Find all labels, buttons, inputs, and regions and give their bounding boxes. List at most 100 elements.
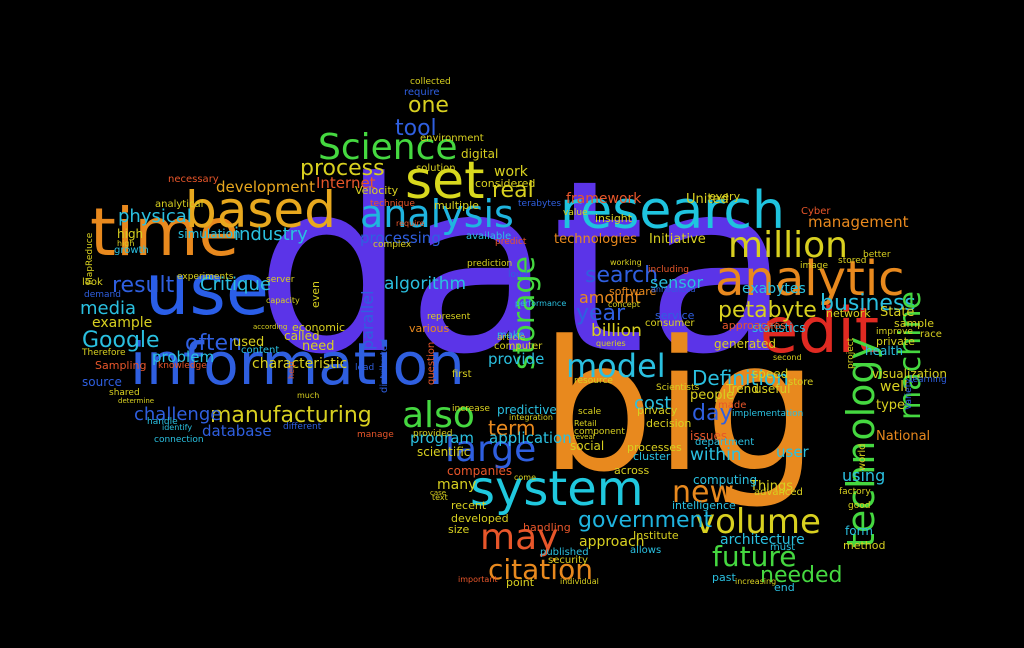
cloud-word: social — [570, 440, 604, 452]
cloud-word: insight — [595, 213, 632, 224]
cloud-word: method — [843, 540, 885, 551]
cloud-word: computer — [494, 342, 542, 352]
cloud-word: implementation — [732, 410, 803, 419]
cloud-word: environment — [420, 134, 484, 144]
cloud-word: approaches — [722, 320, 786, 331]
cloud-word: processes — [627, 442, 682, 453]
cloud-word: race — [920, 330, 942, 340]
cloud-word: better — [863, 251, 891, 260]
cloud-word: distributed — [380, 339, 390, 393]
cloud-word: require — [396, 220, 424, 228]
cloud-word: working — [610, 259, 642, 267]
cloud-word: MapReduce — [86, 233, 95, 285]
cloud-word: handle — [147, 418, 178, 427]
cloud-word: necessary — [168, 175, 219, 185]
cloud-word: resource — [574, 377, 613, 386]
cloud-word: announced — [651, 286, 695, 294]
cloud-word: allows — [630, 546, 661, 556]
cloud-word: privacy — [637, 405, 677, 416]
cloud-word: parallel — [360, 290, 376, 350]
cloud-word: solution — [416, 164, 456, 174]
cloud-word: case — [430, 490, 446, 497]
cloud-word: even — [310, 281, 321, 308]
cloud-word: speed — [752, 368, 788, 380]
cloud-word: size — [448, 524, 469, 535]
cloud-word: point — [506, 577, 534, 588]
cloud-word: source — [82, 376, 122, 388]
cloud-word: economic — [292, 322, 345, 333]
cloud-word: network — [826, 308, 871, 319]
cloud-word: provide — [488, 352, 544, 367]
cloud-word: world — [858, 443, 868, 471]
cloud-word: handling — [523, 522, 571, 533]
cloud-word: content — [241, 346, 279, 356]
cloud-word: across — [614, 465, 649, 476]
cloud-word: much — [297, 392, 319, 400]
cloud-word: make — [497, 331, 524, 341]
cloud-word: store — [788, 378, 813, 388]
cloud-word: algorithm — [384, 276, 466, 293]
cloud-word: determine — [118, 398, 154, 405]
cloud-word: server — [266, 276, 295, 285]
cloud-word: framework — [566, 192, 641, 206]
cloud-word: technologies — [554, 233, 637, 246]
cloud-word: scientific — [417, 446, 470, 458]
cloud-word: second — [773, 354, 802, 362]
cloud-word: individual — [560, 578, 599, 586]
cloud-word: type — [876, 399, 905, 412]
cloud-word: computing — [693, 474, 757, 486]
cloud-word: Therefore — [82, 349, 126, 358]
cloud-word: analytical — [155, 200, 203, 210]
cloud-word: form — [845, 525, 873, 537]
cloud-word: lead — [355, 364, 374, 373]
cloud-word: improve — [876, 328, 913, 337]
cloud-word: companies — [447, 465, 512, 477]
cloud-word: manage — [357, 431, 394, 440]
cloud-word: learning — [910, 376, 947, 385]
cloud-word: within — [690, 447, 742, 464]
cloud-word: project — [847, 338, 856, 369]
cloud-word: one — [408, 95, 449, 117]
cloud-word: considered — [475, 178, 535, 189]
cloud-word: management — [808, 215, 908, 230]
cloud-word: increasing — [735, 578, 776, 586]
cloud-word: factory — [839, 488, 871, 497]
cloud-word: terabytes — [518, 200, 561, 209]
cloud-word: important — [458, 576, 498, 584]
cloud-word: come — [514, 474, 536, 482]
cloud-word: million — [728, 228, 848, 264]
cloud-word: result — [112, 275, 174, 297]
cloud-word: Institute — [633, 530, 679, 541]
cloud-word: question — [427, 342, 437, 385]
cloud-word: billion — [591, 323, 642, 340]
cloud-word: consumer — [645, 319, 695, 329]
cloud-word: require — [404, 88, 440, 98]
cloud-word: digital — [461, 148, 498, 160]
cloud-word: decision — [646, 418, 691, 429]
cloud-word: concept — [608, 301, 640, 309]
cloud-word: queries — [596, 340, 626, 348]
cloud-word: past — [712, 572, 736, 583]
cloud-word: increase — [452, 405, 490, 414]
cloud-word: high — [117, 240, 134, 248]
cloud-word: characteristic — [252, 357, 347, 371]
cloud-word: experiments — [177, 273, 233, 282]
cloud-word: demand — [84, 291, 121, 300]
cloud-word: Sampling — [95, 360, 147, 371]
cloud-word: Retail — [574, 420, 597, 428]
cloud-word: prediction — [467, 260, 512, 269]
cloud-word: Initiative — [649, 233, 706, 246]
cloud-word: user — [776, 445, 809, 460]
cloud-word: application — [489, 431, 572, 446]
cloud-word: complex — [373, 241, 411, 250]
cloud-word: including — [648, 266, 689, 275]
cloud-word: provided — [413, 430, 453, 439]
cloud-word: must — [770, 543, 795, 553]
cloud-word: Scientists — [656, 384, 699, 393]
cloud-word: intelligence — [672, 500, 736, 511]
cloud-word: image — [800, 262, 828, 271]
cloud-word: integration — [509, 414, 553, 422]
cloud-word: security — [548, 556, 588, 566]
cloud-word: database — [202, 424, 272, 439]
cloud-word: exabytes — [742, 282, 806, 296]
